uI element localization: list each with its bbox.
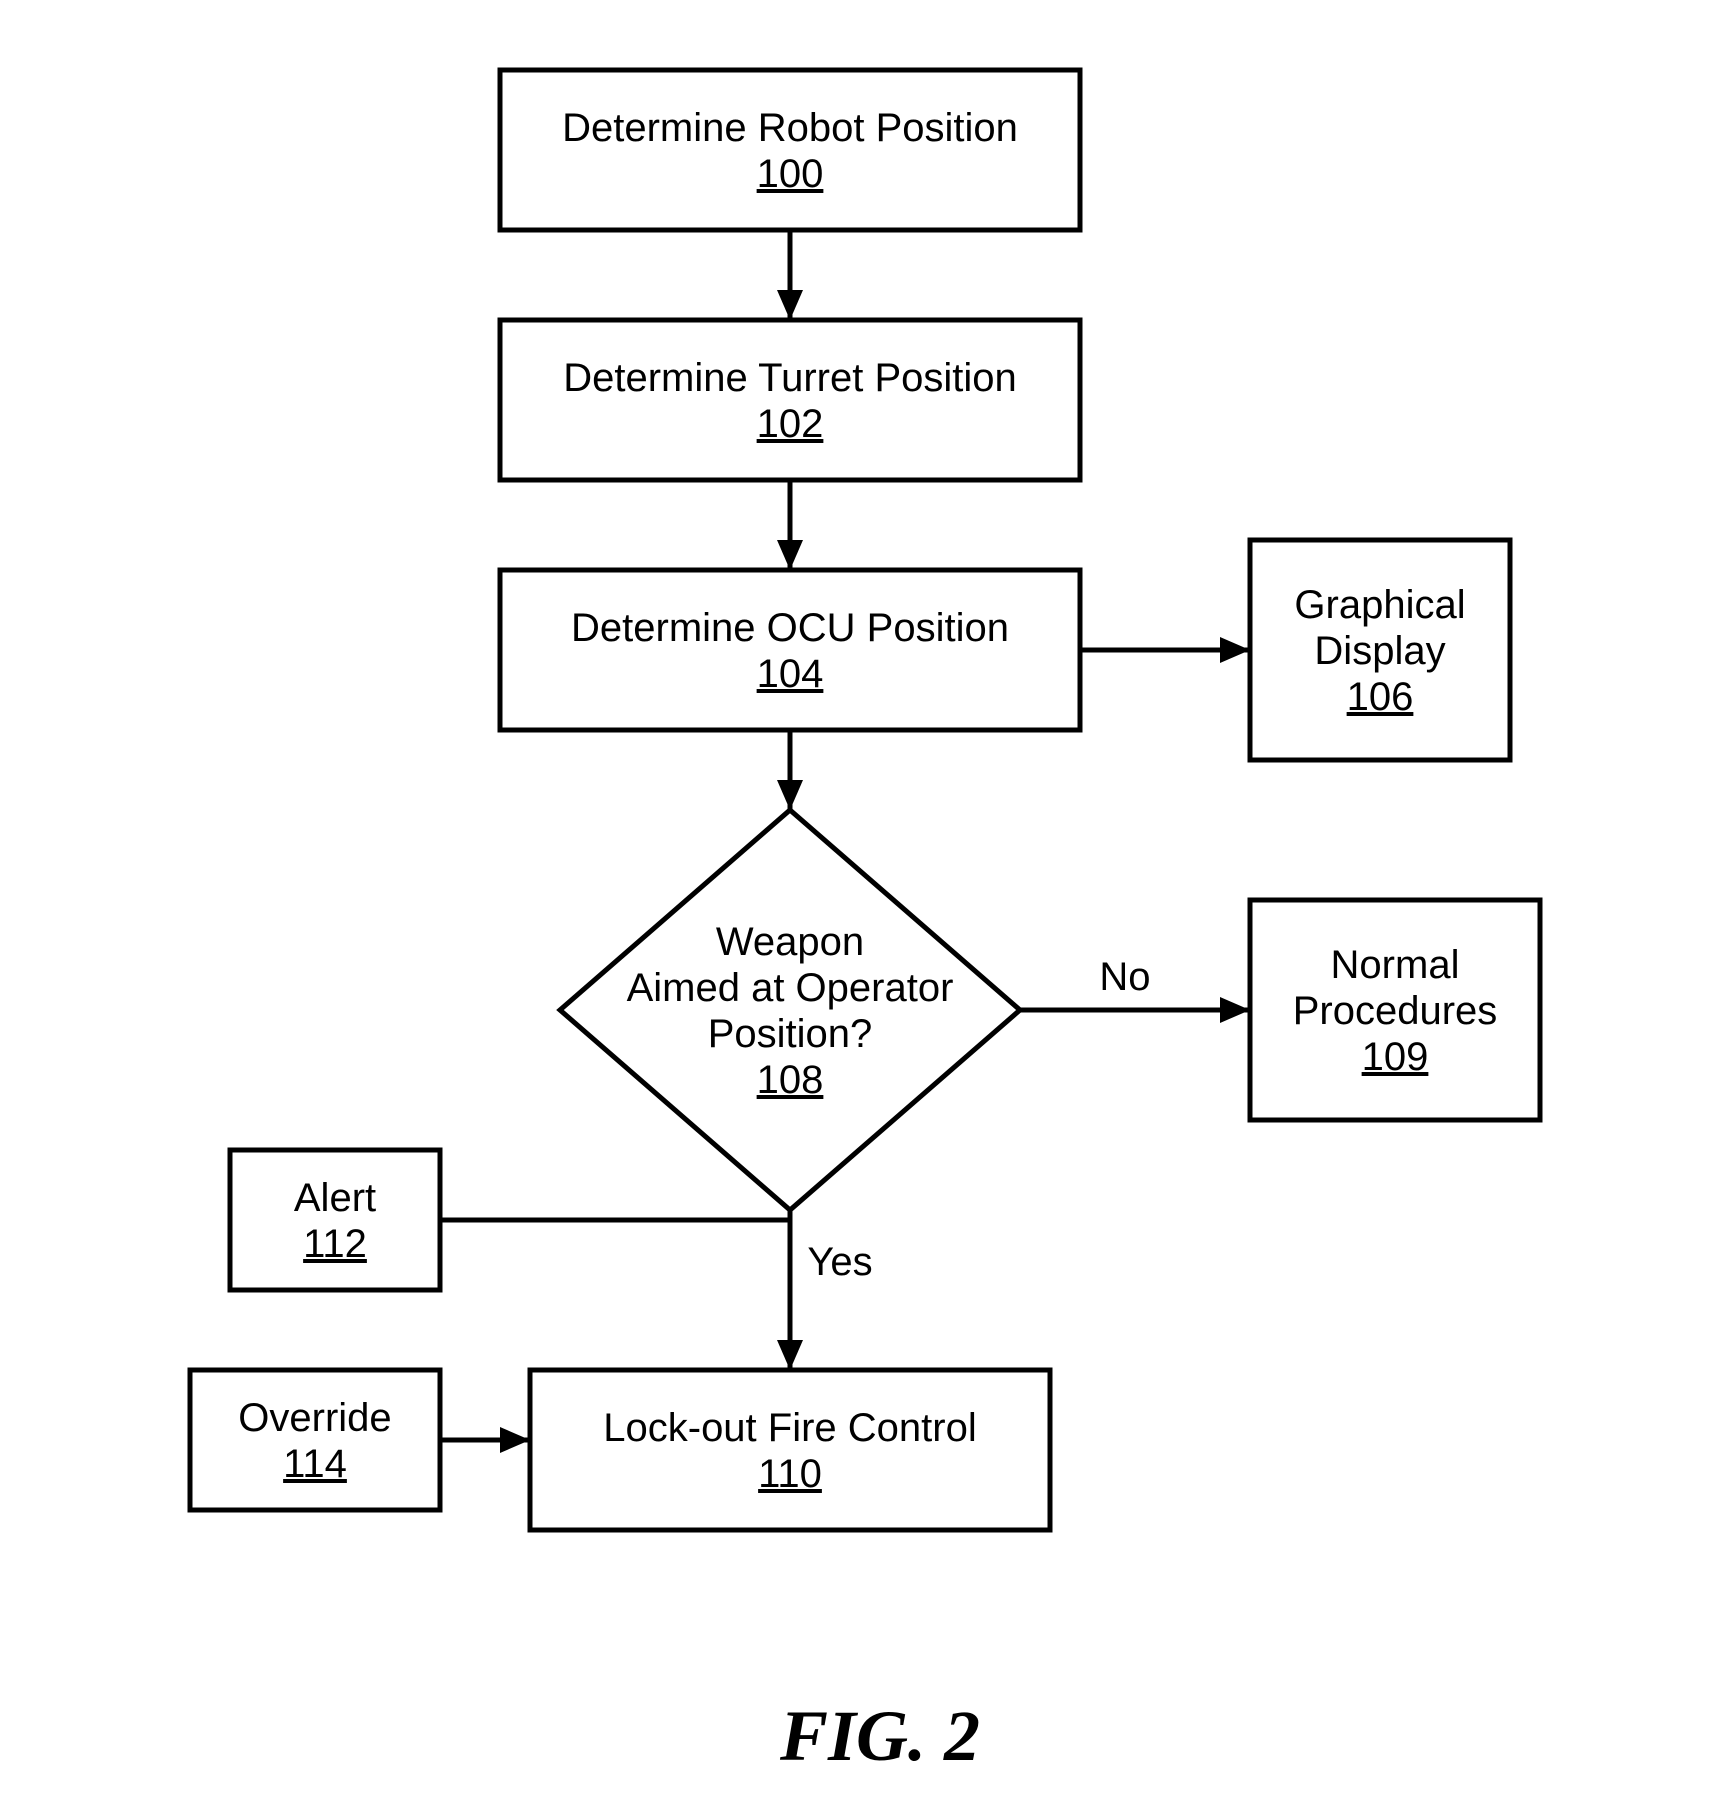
node-n108-ref: 108 <box>757 1058 824 1102</box>
node-n112-label-0: Alert <box>294 1176 376 1220</box>
node-n100 <box>500 70 1080 230</box>
arrow-n114-n110 <box>500 1427 530 1453</box>
figure-label: FIG. 2 <box>779 1696 980 1776</box>
node-n108 <box>560 810 1020 1210</box>
node-n102 <box>500 320 1080 480</box>
node-n104-label-0: Determine OCU Position <box>571 606 1009 650</box>
arrow-n104-n108 <box>777 780 803 810</box>
node-n102-label-0: Determine Turret Position <box>563 356 1017 400</box>
node-n109-ref: 109 <box>1362 1035 1429 1079</box>
node-n108-label-0: Weapon <box>716 920 864 964</box>
node-n110 <box>530 1370 1050 1530</box>
node-n109-label-1: Procedures <box>1293 989 1498 1033</box>
arrow-n108-n110 <box>777 1340 803 1370</box>
arrow-n104-n106 <box>1220 637 1250 663</box>
node-n114-ref: 114 <box>283 1442 347 1486</box>
node-n114 <box>190 1370 440 1510</box>
node-n108-label-2: Position? <box>708 1012 873 1056</box>
node-n109-label-0: Normal <box>1331 943 1460 987</box>
node-n114-label-0: Override <box>238 1396 391 1440</box>
edge-label-yes: Yes <box>807 1240 872 1284</box>
node-n100-ref: 100 <box>757 152 824 196</box>
node-n106-label-0: Graphical <box>1294 583 1465 627</box>
node-n112-ref: 112 <box>303 1222 367 1266</box>
node-n108-label-1: Aimed at Operator <box>627 966 954 1010</box>
node-n104-ref: 104 <box>757 652 824 696</box>
node-n112 <box>230 1150 440 1290</box>
arrow-n100-n102 <box>777 290 803 320</box>
node-n110-ref: 110 <box>758 1452 822 1496</box>
arrow-n102-n104 <box>777 540 803 570</box>
node-n100-label-0: Determine Robot Position <box>562 106 1018 150</box>
node-n106-ref: 106 <box>1347 675 1414 719</box>
arrow-n108-n109 <box>1220 997 1250 1023</box>
node-n102-ref: 102 <box>757 402 824 446</box>
node-n104 <box>500 570 1080 730</box>
node-n110-label-0: Lock-out Fire Control <box>603 1406 976 1450</box>
node-n106-label-1: Display <box>1314 629 1445 673</box>
edge-label-no: No <box>1099 955 1150 999</box>
